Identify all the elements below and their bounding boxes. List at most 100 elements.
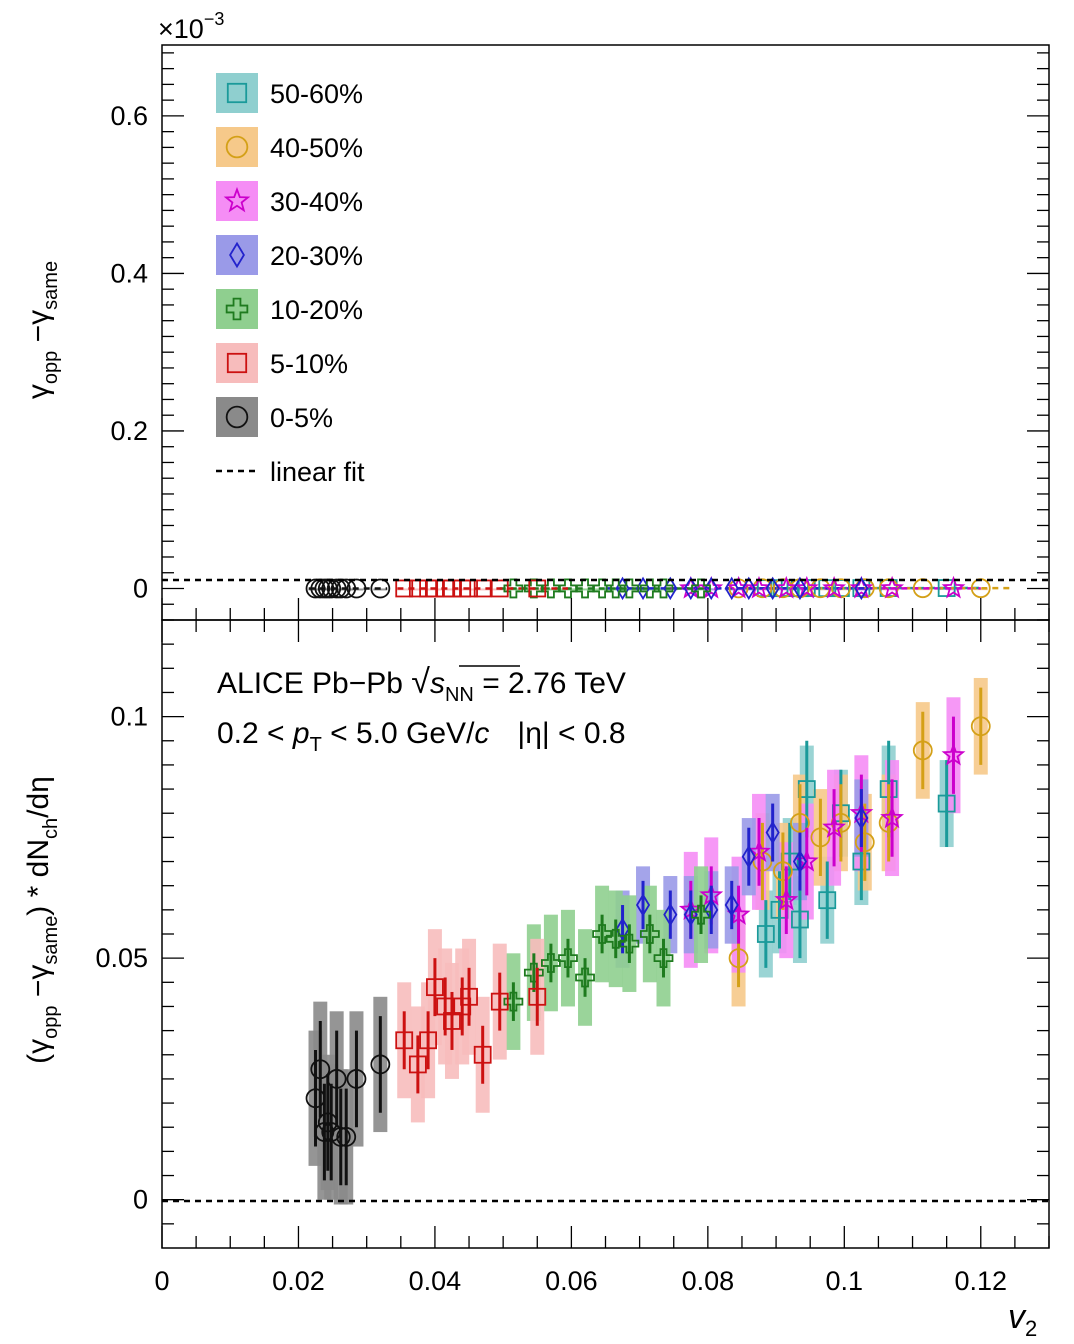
bottom-point-10-to-20-7 — [619, 933, 640, 954]
top-point-5-to-10-7 — [460, 579, 478, 598]
legend-label-6: 0-5% — [270, 403, 333, 433]
top-y-tick-label: 0 — [133, 573, 148, 603]
legend-label-3: 20-30% — [270, 241, 363, 271]
bottom-point-50-to-60-5 — [818, 891, 837, 910]
legend-band-1 — [216, 127, 258, 167]
bottom-point-0-to-5-7 — [336, 1126, 357, 1147]
top-point-5-to-10-9 — [490, 579, 509, 598]
svg-text:0.2 < pT < 5.0 GeV/c|η| < 0.8: 0.2 < pT < 5.0 GeV/c |η| < 0.8 — [217, 717, 626, 756]
bottom-point-10-to-20-8 — [639, 924, 660, 944]
legend-marker-1 — [225, 135, 249, 159]
top-point-0-to-5-8 — [346, 578, 367, 599]
legend-label-0: 50-60% — [270, 79, 363, 109]
legend-marker-2 — [223, 186, 251, 213]
bottom-point-5-to-10-2 — [419, 1031, 438, 1050]
top-multiplier: ×10−3 — [158, 9, 224, 44]
svg-text:ALICE Pb−Pb √sNN = 2.76 TeV: ALICE Pb−Pb √sNN = 2.76 TeV — [217, 663, 626, 706]
bottom-point-40-to-50-6 — [854, 832, 875, 853]
top-sys-band-20-to-30-4 — [704, 588, 719, 591]
top-y-axis-title: γopp −γsame — [22, 261, 62, 399]
bottom-point-20-to-30-0 — [615, 917, 630, 941]
bottom-point-10-to-20-4 — [575, 967, 595, 988]
legend-band-5 — [216, 343, 258, 383]
top-point-20-to-30-8 — [792, 576, 808, 601]
bottom-point-0-to-5-8 — [346, 1069, 367, 1089]
top-point-10-to-20-9 — [653, 578, 674, 599]
top-point-30-to-40-4 — [774, 575, 799, 599]
top-point-10-to-20-5 — [592, 578, 612, 599]
top-point-30-to-40-5 — [794, 575, 819, 599]
bottom-point-50-to-60-7 — [852, 852, 871, 871]
top-sys-band-10-to-20-2 — [543, 588, 558, 591]
bottom-point-20-to-30-4 — [704, 898, 719, 922]
bottom-point-20-to-30-7 — [765, 820, 780, 845]
bottom-point-50-to-60-0 — [756, 925, 775, 943]
axis-ticks — [161, 52, 1050, 1248]
bottom-point-10-to-20-9 — [653, 948, 674, 969]
x-tick-label: 0.04 — [409, 1266, 462, 1296]
legend-label-4: 10-20% — [270, 295, 363, 325]
bottom-point-40-to-50-3 — [790, 812, 810, 833]
bottom-point-30-to-40-8 — [880, 805, 905, 829]
top-point-30-to-40-8 — [880, 575, 905, 599]
bottom-point-0-to-5-1 — [310, 1059, 331, 1080]
bottom-point-50-to-60-3 — [791, 910, 809, 929]
bottom-point-30-to-40-4 — [774, 887, 799, 911]
x-tick-label: 0.08 — [682, 1266, 735, 1296]
bottom-y-tick-label: 0 — [133, 1185, 148, 1215]
axis-tick-labels: 0 0.02 0.04 0.06 0.08 0.1 0.12 0 0.2 0.4 0.6 0 0.05 0… — [95, 101, 1007, 1296]
legend-label-2: 30-40% — [270, 187, 363, 217]
top-sys-band-5-to-10-0 — [397, 588, 412, 591]
top-point-10-to-20-2 — [541, 578, 561, 599]
bottom-point-0-to-5-5 — [326, 1069, 347, 1089]
bottom-point-10-to-20-10 — [691, 904, 711, 925]
top-point-10-to-20-0 — [503, 578, 524, 599]
legend-label-1: 40-50% — [270, 133, 363, 163]
bottom-point-40-to-50-2 — [773, 861, 793, 882]
bottom-point-20-to-30-5 — [724, 893, 739, 917]
x-tick-label: 0.06 — [545, 1266, 598, 1296]
top-y-tick-label: 0.2 — [110, 416, 148, 446]
x-tick-label: 0 — [154, 1266, 169, 1296]
bottom-point-10-to-20-2 — [541, 953, 561, 973]
bottom-point-5-to-10-7 — [460, 987, 478, 1006]
x-tick-label: 0.1 — [826, 1266, 864, 1296]
bottom-point-40-to-50-8 — [912, 740, 933, 761]
top-point-0-to-5-9 — [370, 578, 391, 599]
top-point-10-to-20-3 — [558, 578, 578, 599]
top-point-30-to-40-7 — [849, 575, 874, 599]
bottom-point-20-to-30-9 — [854, 806, 869, 830]
legend-marker-0 — [226, 82, 248, 104]
top-point-30-to-40-9 — [941, 575, 966, 599]
bottom-point-10-to-20-5 — [592, 924, 612, 944]
bottom-point-30-to-40-9 — [941, 742, 966, 766]
legend-label-7: linear fit — [270, 457, 365, 487]
experiment-annotation: ALICE Pb−Pb √sNN = 2.76 TeV 0.2 < pT < 5… — [217, 663, 626, 756]
top-point-20-to-30-7 — [765, 576, 780, 601]
bottom-point-5-to-10-1 — [408, 1055, 427, 1074]
top-sys-band-5-to-10-5 — [444, 588, 459, 591]
bottom-point-20-to-30-2 — [663, 902, 678, 927]
bottom-point-40-to-50-9 — [970, 716, 991, 737]
legend-band-6 — [216, 397, 258, 437]
bottom-point-10-to-20-3 — [558, 948, 578, 969]
top-point-10-to-20-8 — [639, 578, 660, 599]
bottom-point-5-to-10-9 — [490, 992, 509, 1011]
top-point-10-to-20-6 — [605, 578, 626, 599]
top-sys-band-5-to-10-1 — [410, 588, 425, 591]
top-point-5-to-10-3 — [426, 579, 444, 598]
x-tick-label: 0.02 — [272, 1266, 325, 1296]
top-y-tick-label: 0.4 — [110, 258, 148, 288]
legend: 50-60% 40-50% 30-40% 20-30% 10-20% 5-10% 0-5% l… — [204, 62, 454, 494]
bottom-point-20-to-30-6 — [741, 844, 756, 869]
top-point-30-to-40-6 — [822, 575, 847, 599]
bottom-point-30-to-40-6 — [822, 815, 847, 838]
legend-marker-5 — [226, 352, 248, 374]
legend-band-0 — [216, 73, 258, 113]
top-y-tick-label: 0.6 — [110, 101, 148, 131]
bottom-point-5-to-10-8 — [473, 1045, 492, 1064]
legend-band-3 — [216, 235, 258, 275]
bottom-point-20-to-30-1 — [635, 893, 651, 917]
bottom-point-40-to-50-4 — [810, 827, 831, 848]
